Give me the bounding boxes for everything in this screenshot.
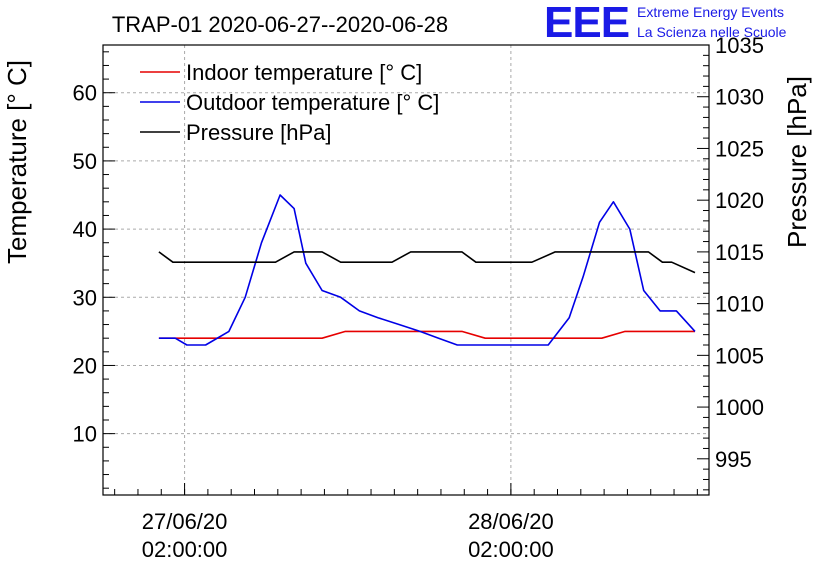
series-line-0 bbox=[158, 330, 695, 340]
series-line-2 bbox=[158, 251, 696, 274]
y2-axis-label: Pressure [hPa] bbox=[782, 76, 812, 248]
y2-tick-label: 1005 bbox=[715, 343, 764, 368]
series-line-1 bbox=[158, 194, 696, 346]
axis-layer: 1020304050609951000100510101015102010251… bbox=[73, 33, 764, 562]
y2-tick-label: 1025 bbox=[715, 136, 764, 161]
logo-text-line1: Extreme Energy Events bbox=[637, 4, 785, 20]
y2-tick-label: 1010 bbox=[715, 292, 764, 317]
x-tick-label-time: 02:00:00 bbox=[142, 537, 228, 562]
y-tick-label: 60 bbox=[73, 81, 97, 106]
y2-tick-label: 995 bbox=[715, 447, 752, 472]
logo-text-line2: La Scienza nelle Scuole bbox=[637, 24, 787, 40]
legend-label-1: Outdoor temperature [° C] bbox=[186, 90, 439, 115]
x-tick-label-time: 02:00:00 bbox=[468, 537, 554, 562]
series-layer bbox=[158, 194, 696, 346]
y2-tick-label: 1030 bbox=[715, 85, 764, 110]
y2-tick-label: 1015 bbox=[715, 240, 764, 265]
y-tick-label: 50 bbox=[73, 149, 97, 174]
y2-tick-label: 1000 bbox=[715, 395, 764, 420]
y-axis-label: Temperature [° C] bbox=[2, 60, 32, 264]
y-tick-label: 40 bbox=[73, 217, 97, 242]
chart-title: TRAP-01 2020-06-27--2020-06-28 bbox=[112, 12, 448, 37]
x-tick-label-date: 27/06/20 bbox=[142, 509, 228, 534]
legend-label-0: Indoor temperature [° C] bbox=[186, 60, 422, 85]
y-tick-label: 10 bbox=[73, 422, 97, 447]
eee-logo: EEE bbox=[544, 0, 630, 47]
legend-label-2: Pressure [hPa] bbox=[186, 120, 332, 145]
grid-layer bbox=[103, 45, 709, 495]
y2-tick-label: 1035 bbox=[715, 33, 764, 58]
x-tick-label-date: 28/06/20 bbox=[468, 509, 554, 534]
y2-tick-label: 1020 bbox=[715, 188, 764, 213]
legend: Indoor temperature [° C] Outdoor temperat… bbox=[140, 60, 439, 145]
y-tick-label: 20 bbox=[73, 353, 97, 378]
y-tick-label: 30 bbox=[73, 285, 97, 310]
